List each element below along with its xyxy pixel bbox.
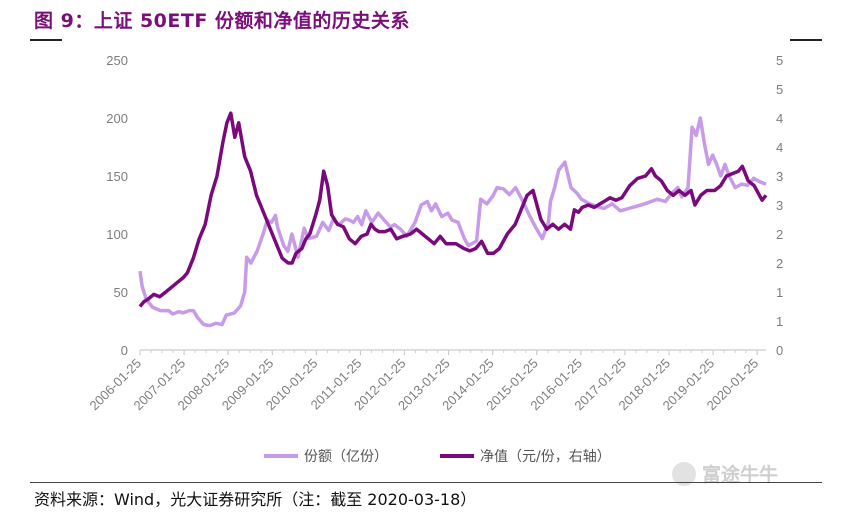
legend-label-share: 份额（亿份） bbox=[304, 449, 388, 465]
watermark-text: 富途牛牛 bbox=[702, 464, 779, 486]
left-axis-ticks: 0 50 100 150 200 250 bbox=[106, 53, 128, 358]
left-tick-label: 200 bbox=[106, 111, 128, 126]
chart-legend: 份额（亿份） 净值（元/份，右轴） bbox=[264, 446, 663, 466]
left-tick-label: 0 bbox=[121, 343, 128, 358]
x-axis-ticks bbox=[139, 350, 758, 355]
left-tick-label: 100 bbox=[106, 227, 128, 242]
left-tick-label: 150 bbox=[106, 169, 128, 184]
left-tick-label: 50 bbox=[114, 285, 128, 300]
watermark-logo-icon bbox=[672, 461, 696, 486]
legend-swatch-share bbox=[264, 454, 298, 458]
right-tick-label: 1 bbox=[776, 285, 783, 300]
source-rule bbox=[30, 482, 822, 483]
nav-series-line bbox=[138, 111, 768, 308]
left-tick-label: 250 bbox=[106, 53, 128, 68]
legend-item-nav: 净值（元/份，右轴） bbox=[440, 446, 611, 466]
watermark: 富途牛牛 bbox=[672, 460, 778, 487]
right-tick-label: 2 bbox=[776, 256, 783, 271]
legend-item-share: 份额（亿份） bbox=[264, 446, 388, 466]
right-tick-label: 2 bbox=[776, 227, 783, 242]
figure-title: 图 9：上证 50ETF 份额和净值的历史关系 bbox=[34, 10, 410, 32]
right-tick-label: 5 bbox=[776, 82, 783, 97]
right-tick-label: 4 bbox=[776, 111, 783, 126]
right-tick-label: 1 bbox=[776, 314, 783, 329]
right-tick-label: 3 bbox=[776, 169, 783, 184]
right-tick-label: 4 bbox=[776, 140, 783, 155]
x-axis-labels: 2006-01-252007-01-252008-01-252009-01-25… bbox=[86, 356, 761, 414]
right-tick-label: 5 bbox=[776, 53, 783, 68]
right-tick-label: 3 bbox=[776, 198, 783, 213]
title-rule-left bbox=[30, 39, 62, 41]
share-series-line bbox=[138, 116, 767, 328]
right-tick-label: 0 bbox=[776, 343, 783, 358]
title-rule-right bbox=[790, 39, 822, 41]
source-note: 资料来源：Wind，光大证券研究所（注：截至 2020-03-18） bbox=[34, 490, 477, 509]
legend-label-nav: 净值（元/份，右轴） bbox=[480, 449, 611, 465]
legend-swatch-nav bbox=[440, 454, 474, 458]
right-axis-ticks: 0 1 1 2 2 3 3 4 4 5 5 bbox=[776, 53, 783, 358]
